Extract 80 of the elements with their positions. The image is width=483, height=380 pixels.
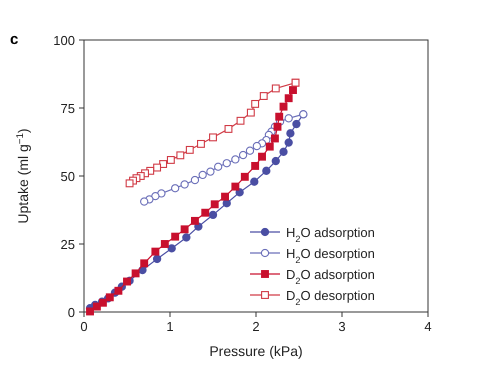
point	[266, 142, 274, 151]
point	[86, 308, 94, 316]
x-tick-label: 2	[252, 319, 260, 334]
point	[279, 148, 288, 156]
point	[231, 182, 240, 191]
point	[246, 108, 255, 117]
y-tick-label: 50	[60, 169, 75, 184]
point	[221, 192, 229, 201]
point	[238, 150, 248, 160]
point	[240, 172, 249, 181]
point	[275, 112, 284, 121]
legend-label: D$_{2}$O desorption	[286, 288, 375, 307]
point	[284, 94, 293, 102]
point	[262, 166, 270, 175]
point	[224, 124, 232, 133]
point	[222, 159, 231, 168]
point	[292, 120, 301, 128]
x-tick-label: 0	[80, 319, 88, 334]
point	[284, 138, 293, 147]
point	[160, 240, 169, 248]
point	[236, 188, 244, 196]
point	[210, 200, 219, 208]
point	[250, 178, 258, 186]
point	[171, 184, 180, 192]
x-axis-title: Pressure (kPa)	[209, 343, 303, 359]
point	[246, 146, 254, 155]
point	[258, 152, 266, 161]
point	[231, 155, 240, 164]
point	[201, 208, 210, 217]
point	[153, 164, 162, 172]
y-tick-label: 100	[53, 33, 75, 48]
point	[182, 233, 190, 242]
point	[114, 286, 122, 295]
point	[198, 170, 207, 180]
point	[206, 168, 215, 176]
point	[180, 180, 189, 189]
point	[252, 142, 262, 150]
point	[280, 102, 288, 111]
point	[208, 210, 218, 220]
point	[272, 84, 280, 92]
point	[251, 162, 260, 170]
chart-title: c	[10, 31, 18, 48]
point	[286, 129, 295, 138]
point	[284, 114, 293, 122]
point	[152, 254, 162, 264]
y-tick-label: 75	[60, 101, 75, 116]
point	[214, 162, 222, 171]
point	[166, 156, 175, 164]
point	[171, 232, 180, 241]
x-tick-label: 1	[166, 319, 174, 334]
point	[197, 140, 205, 148]
point	[236, 116, 244, 125]
point	[132, 269, 140, 278]
point	[260, 92, 268, 100]
x-tick-label: 4	[424, 319, 432, 334]
point	[190, 216, 199, 225]
point	[140, 197, 148, 206]
x-tick-label: 3	[338, 319, 346, 334]
point	[270, 134, 279, 142]
point	[190, 176, 200, 184]
y-tick-label: 25	[60, 237, 75, 252]
point	[186, 146, 194, 154]
point	[251, 100, 260, 108]
point	[176, 151, 184, 160]
point	[126, 179, 134, 188]
point	[159, 160, 168, 168]
point	[151, 192, 160, 200]
point	[274, 122, 282, 131]
point	[209, 133, 217, 142]
y-tick-label: 0	[68, 305, 75, 320]
legend-label: H$_{2}$O desorption	[286, 246, 375, 265]
point	[289, 86, 297, 94]
legend-label: D$_{2}$O adsorption	[286, 267, 375, 286]
point	[272, 156, 280, 166]
point	[151, 248, 160, 256]
legend-label: H$_{2}$O adsorption	[286, 225, 375, 244]
point	[180, 225, 189, 234]
point	[140, 259, 148, 268]
point	[168, 244, 176, 252]
point	[123, 278, 131, 286]
